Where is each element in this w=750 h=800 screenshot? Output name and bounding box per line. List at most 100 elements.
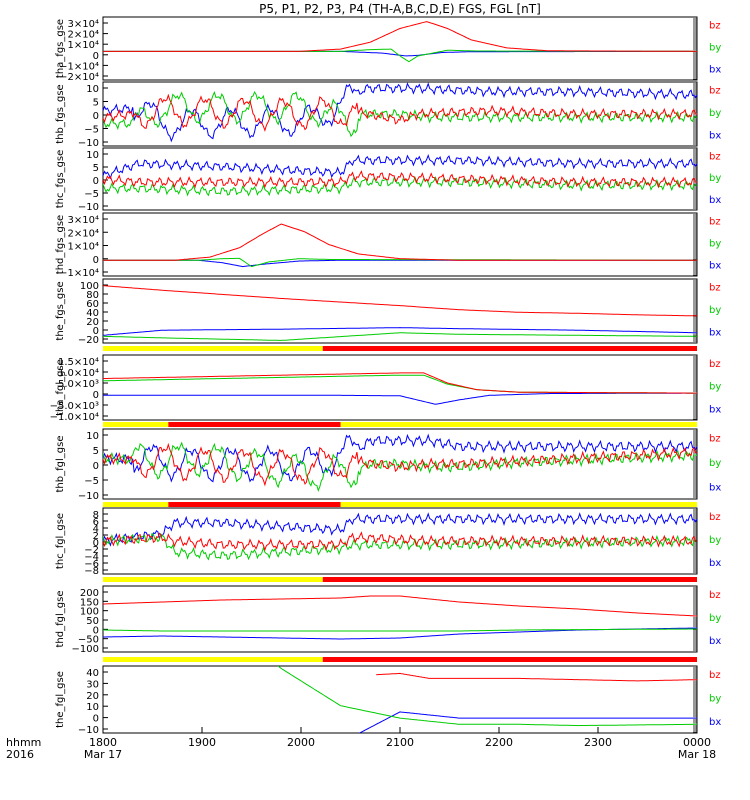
y-tick-label: 40 [86,308,99,319]
series-line-bz [103,21,697,52]
legend-by: by [709,458,721,469]
panel-frame [102,16,698,81]
x-tick-label: 2000 [287,736,315,749]
legend-bz: bz [709,21,721,32]
x-axis-row-label: hhmm [6,736,41,749]
legend-bz: bz [709,86,721,97]
y-tick-label: 4 [93,524,99,535]
status-bar-segment-yellow [103,502,169,507]
status-bar-segment-red [168,502,341,507]
y-tick-label: 0 [93,111,99,122]
y-axis-label: thc_fgl_gse [55,513,66,569]
series-line-bz [103,170,697,189]
y-tick-label: 20 [86,691,99,702]
legend-bz: bz [709,283,721,294]
legend-bx: bx [709,482,721,493]
legend-by: by [709,535,721,546]
y-tick-label: 5 [93,98,99,109]
panel-frame [102,585,698,653]
legend-bz: bz [709,359,721,370]
y-tick-label: 100 [80,607,99,618]
legend-by: by [709,613,721,624]
series-line-bz [103,442,697,487]
series-group [103,21,697,63]
status-bar-segment-yellow [103,422,169,427]
legend-bz: bz [709,433,721,444]
y-tick-label: −10 [78,491,99,502]
y-tick-label: 50 [86,616,99,627]
legend-bz: bz [709,217,721,228]
x-tick-sublabel: Mar 17 [84,748,122,761]
series-group [103,82,697,143]
y-tick-label: 0 [93,51,99,62]
series-line-bx [103,512,697,547]
y-axis-label: thb_fgs_gse [55,84,66,143]
series-group [103,223,697,268]
legend-bx: bx [709,261,721,272]
y-tick-label: −2×10⁴ [59,72,99,83]
y-tick-label: 2 [93,531,99,542]
series-line-by [103,628,697,632]
y-tick-label: −5 [84,476,99,487]
status-bar-segment-red [322,657,697,662]
panel-3: thc_fgs_gse 10 5 0 −5 −10 bz by bx [55,147,721,213]
y-tick-label: 0 [93,326,99,337]
y-tick-label: −1×10⁴ [59,61,99,72]
legend-bx: bx [709,195,721,206]
series-group [277,666,697,733]
y-axis-label: tha_fgl_gse [55,359,66,416]
y-axis-label: the_fgs_gse [55,281,66,340]
y-tick-label: 1.5×10⁴ [58,357,99,368]
series-line-bz [103,372,697,394]
y-tick-label: 40 [86,668,99,679]
panel-frame [102,354,698,421]
legend-bx: bx [709,327,721,338]
y-axis-label: thb_fgl_gse [55,436,66,493]
x-tick-label: 2200 [485,736,513,749]
status-bar-segment-yellow [103,657,323,662]
y-tick-label: 3×10⁴ [68,19,99,30]
panels-group: tha_fgs_gse 3×10⁴2×10⁴1×10⁴0−1×10⁴−2×10⁴b… [50,16,721,736]
legend-bx: bx [709,404,721,415]
y-tick-label: 3×10⁴ [68,215,99,226]
x-tick-label: 2300 [584,736,612,749]
panel-7: thb_fgl_gse 10 5 0 −5 −10 bz by bx [55,428,721,502]
status-bar-segment-red [322,577,697,582]
y-tick-label: −10 [78,202,99,213]
legend-bx: bx [709,558,721,569]
x-tick-sublabel: Mar 18 [678,748,716,761]
legend-bx: bx [709,636,721,647]
legend-by: by [709,305,721,316]
series-group [103,285,697,341]
status-bar-segment-red [168,422,341,427]
series-group [103,372,697,405]
panel-frame [102,147,698,211]
series-line-by [103,441,697,493]
series-line-by [103,332,697,341]
y-tick-label: −100 [72,644,99,655]
y-tick-label: 200 [80,588,99,599]
y-tick-label: 1×10⁴ [68,242,99,253]
x-axis-year-label: 2016 [6,748,34,761]
status-bar-segment-yellow [103,346,323,351]
legend-by: by [709,108,721,119]
panel-4: thd_fgs_gse 3×10⁴ 2×10⁴ 1×10⁴ 0 −1×10⁴ bz by bx [55,212,721,279]
y-tick-label: 2×10⁴ [68,30,99,41]
series-line-bz [103,595,697,617]
y-tick-label: 10 [86,702,99,713]
status-bar-segment-yellow [340,422,697,427]
y-tick-label: 0 [93,538,99,549]
series-group [103,512,697,561]
series-group [103,154,697,197]
series-line-bz [376,672,697,682]
y-axis-label: tha_fgs_gse [55,19,66,78]
y-tick-label: 80 [86,290,99,301]
y-axis-label: thd_fgs_gse [55,215,66,274]
legend-by: by [709,693,721,704]
y-tick-label: −2 [84,545,99,556]
x-tick-label: 2100 [386,736,414,749]
y-tick-label: 5 [93,163,99,174]
